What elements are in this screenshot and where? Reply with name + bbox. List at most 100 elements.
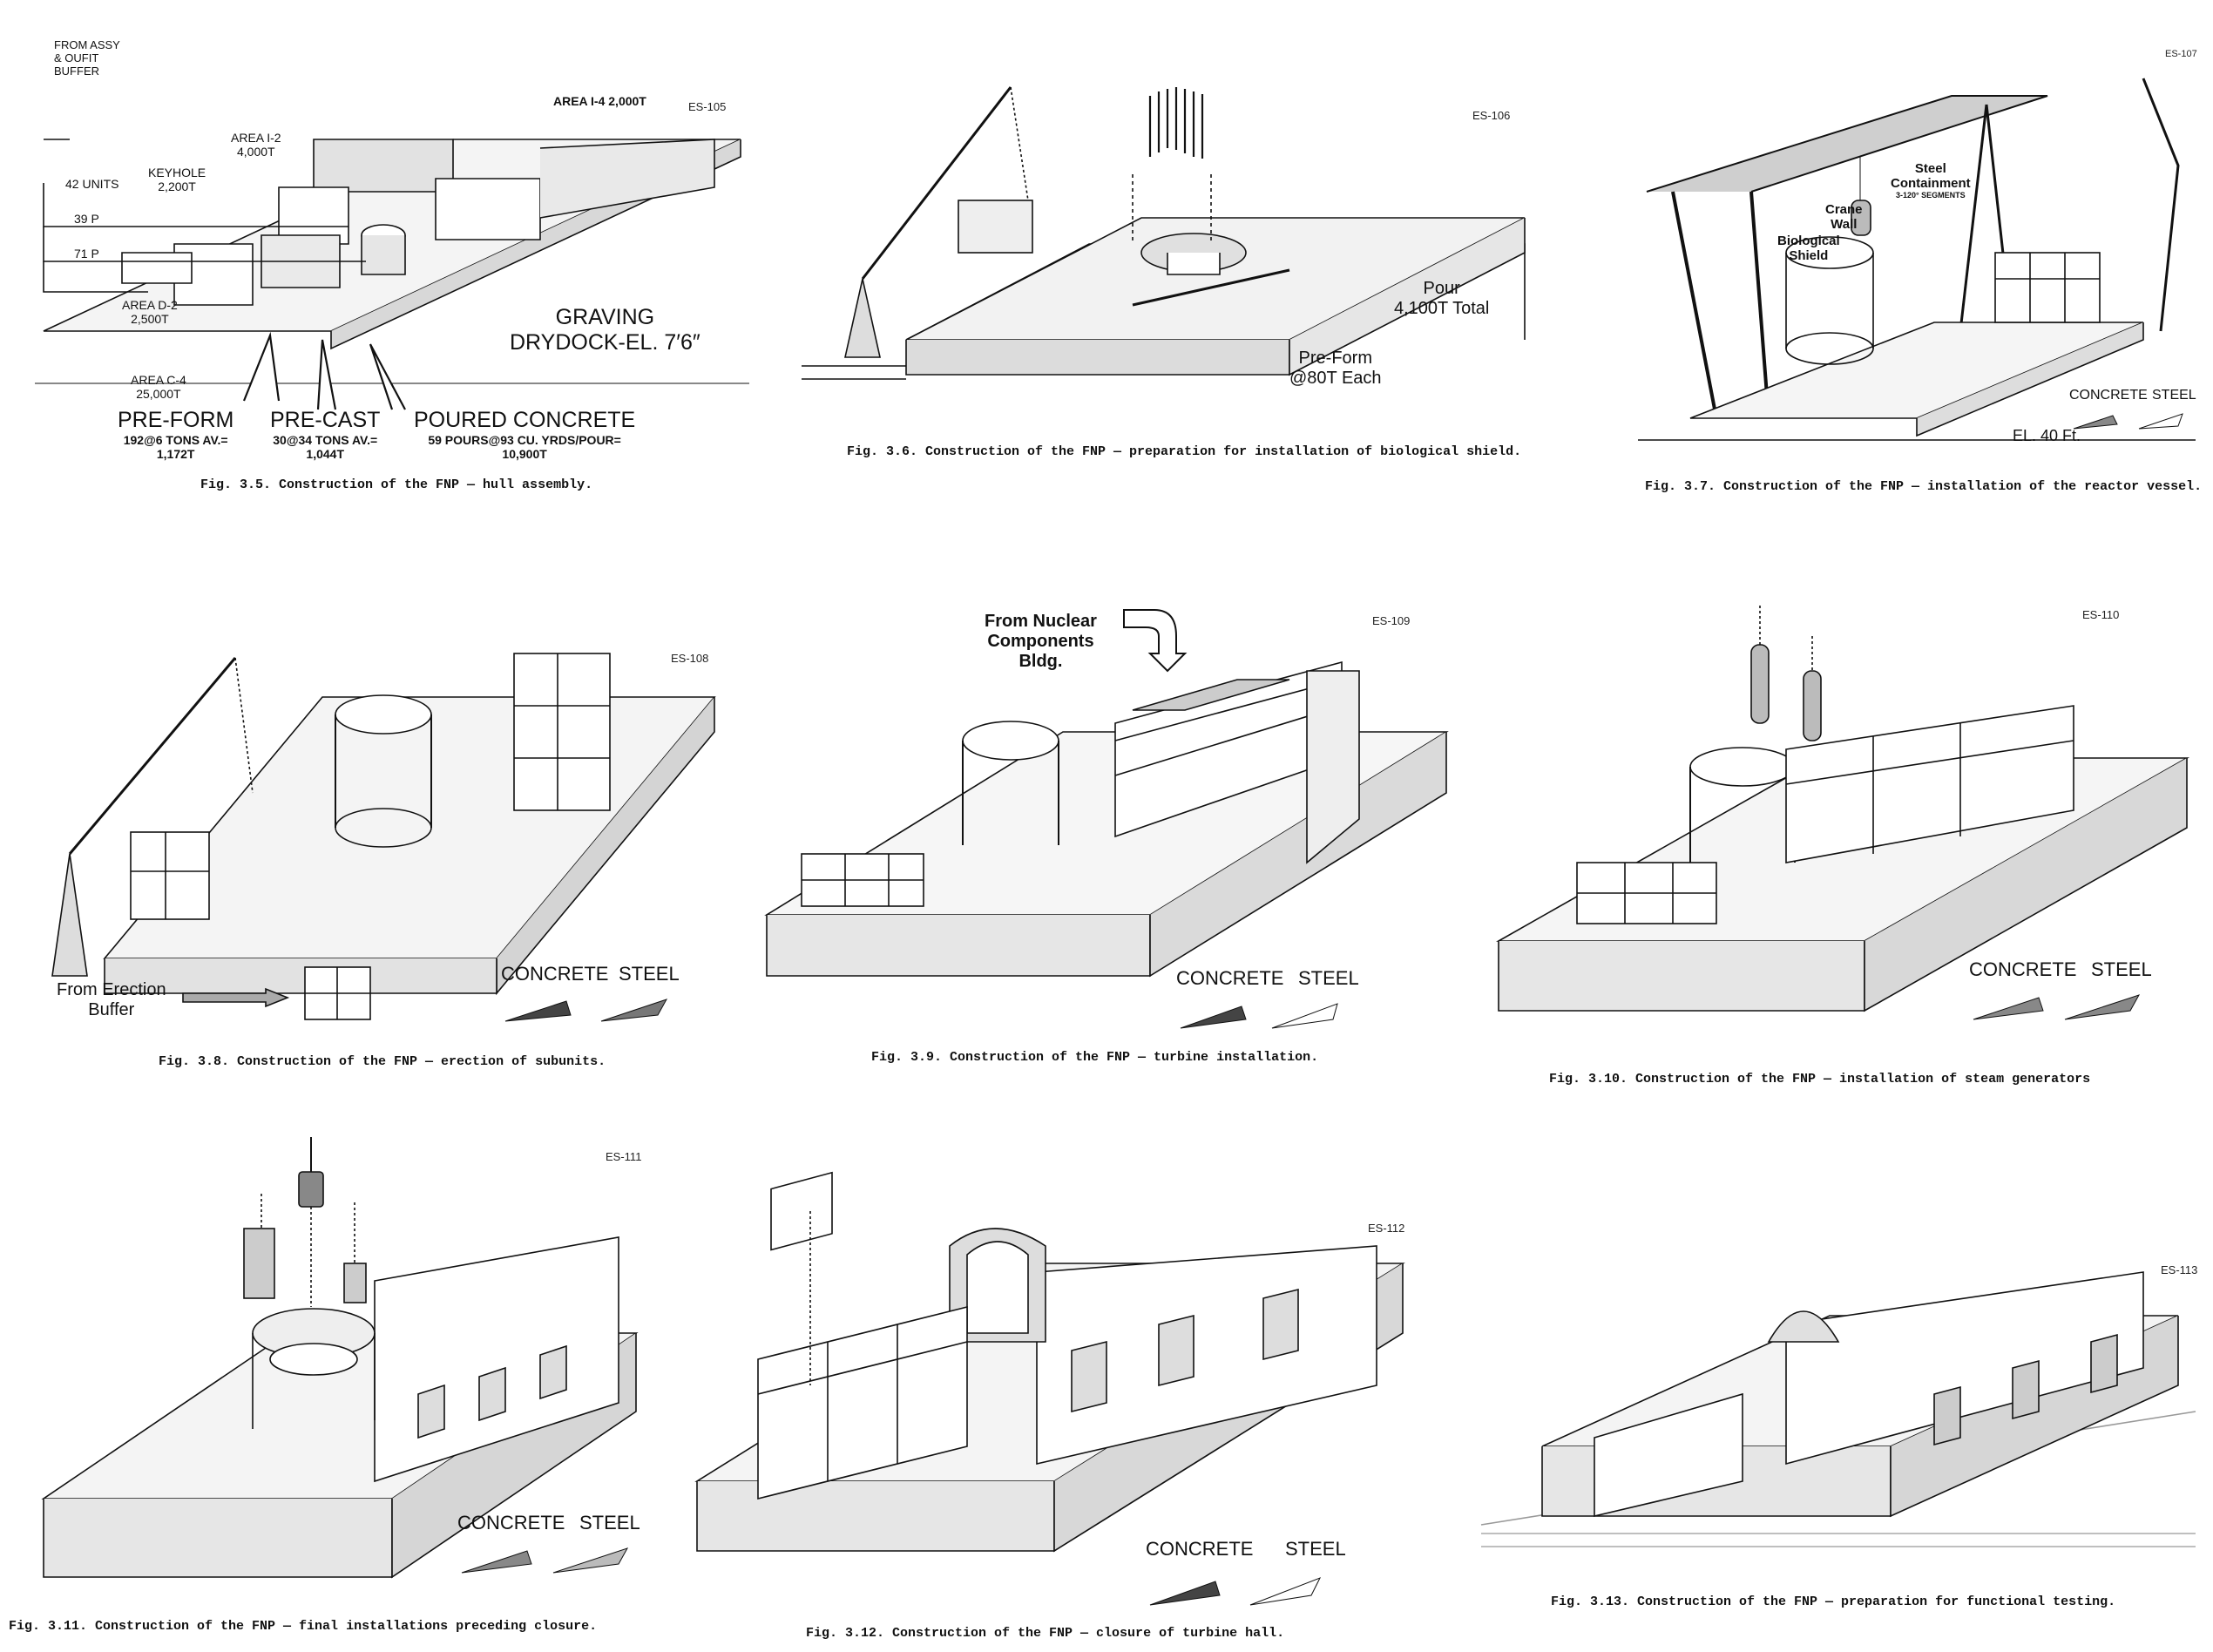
- pour-label: Pour 4,100T Total: [1394, 279, 1489, 319]
- legend-concrete: CONCRETE: [2069, 388, 2148, 403]
- crane-line1: Crane: [1825, 202, 1863, 217]
- legend-arrows: [2073, 413, 2183, 430]
- bio-line2: Shield: [1789, 248, 1829, 263]
- figure-code: ES-112: [1368, 1222, 1405, 1235]
- area-c4-name: AREA C-4: [131, 373, 186, 387]
- figure-3-12: ES-112 CONCRETE STEEL: [688, 1171, 1429, 1621]
- figure-3-5: ES-105 FROM ASSY & OUFIT BUFFER 42 UNITS…: [17, 35, 758, 505]
- poured-sub2: 10,900T: [502, 447, 547, 461]
- graving-line2: DRYDOCK-EL. 7′6″: [510, 330, 700, 355]
- figure-3-5-caption: Fig. 3.5. Construction of the FNP — hull…: [200, 477, 593, 492]
- precast-sub1: 30@34 TONS AV.=: [273, 433, 378, 447]
- turbine-installation-drawing: [764, 609, 1449, 978]
- biological-shield-drawing: [802, 86, 1526, 380]
- preform-sub1: 192@6 TONS AV.=: [123, 433, 228, 447]
- figure-3-11-caption: Fig. 3.11. Construction of the FNP — fin…: [9, 1619, 598, 1634]
- figure-code: ES-113: [2161, 1263, 2198, 1276]
- from-assy-label: FROM ASSY & OUFIT BUFFER: [54, 38, 120, 78]
- figure-3-7: ES-107 Steel Containment 3-120° SEGMENTS…: [1621, 44, 2204, 471]
- erection-line2: Buffer: [88, 1000, 135, 1019]
- biological-shield-label: Biological Shield: [1777, 234, 1840, 263]
- preform-title: PRE-FORM: [118, 408, 234, 432]
- crane-wall-label: Crane Wall: [1825, 202, 1863, 232]
- figure-3-9: ES-109 From Nuclear Components Bldg. CON…: [749, 601, 1464, 1029]
- preform-callout: PRE-FORM 192@6 TONS AV.= 1,172T: [118, 408, 233, 461]
- legend-steel: STEEL: [1298, 967, 1359, 989]
- p71-label: 71 P: [74, 247, 99, 261]
- erection-buffer-label: From Erection Buffer: [57, 980, 166, 1020]
- preform-line2: @80T Each: [1289, 369, 1382, 388]
- hull-assembly-drawing: [35, 139, 749, 410]
- figure-3-9-caption: Fig. 3.9. Construction of the FNP — turb…: [871, 1050, 1319, 1065]
- subunits-erection-drawing: [51, 653, 716, 1020]
- p39-label: 39 P: [74, 212, 99, 226]
- figure-code: ES-111: [606, 1150, 642, 1163]
- legend-arrows: [1973, 994, 2141, 1020]
- area-c4-weight: 25,000T: [136, 387, 181, 401]
- keyhole-weight: 2,200T: [158, 179, 196, 193]
- area-i2-weight: 4,000T: [237, 145, 275, 159]
- precast-sub2: 1,044T: [306, 447, 344, 461]
- figure-3-7-caption: Fig. 3.7. Construction of the FNP — inst…: [1645, 479, 2203, 494]
- erection-line1: From Erection: [57, 980, 166, 999]
- precast-title: PRE-CAST: [270, 408, 381, 432]
- pour-line2: 4,100T Total: [1394, 299, 1490, 318]
- nuclear-line3: Bldg.: [1019, 652, 1063, 671]
- area-d2-weight: 2,500T: [131, 312, 169, 326]
- figure-3-13: ES-113: [1480, 1237, 2204, 1568]
- area-d2-name: AREA D-2: [122, 298, 178, 312]
- steam-generators-drawing: [1495, 606, 2190, 1012]
- precast-callout: PRE-CAST 30@34 TONS AV.= 1,044T: [270, 408, 380, 461]
- legend-steel: STEEL: [579, 1512, 640, 1534]
- legend-concrete: CONCRETE: [501, 963, 609, 985]
- figure-3-10-caption: Fig. 3.10. Construction of the FNP — ins…: [1549, 1072, 2091, 1087]
- figure-code: ES-107: [2165, 49, 2197, 59]
- figure-3-6: ES-106 Pour 4,100T Total Pre-Form @80T E…: [802, 70, 1526, 436]
- figure-code: ES-106: [1472, 109, 1511, 122]
- poured-callout: POURED CONCRETE 59 POURS@93 CU. YRDS/POU…: [414, 408, 635, 461]
- turbine-hall-closure-drawing: [694, 1171, 1405, 1553]
- keyhole-name: KEYHOLE: [148, 166, 206, 179]
- steel-line3: 3-120° SEGMENTS: [1896, 191, 1966, 200]
- legend-concrete: CONCRETE: [1969, 958, 2077, 980]
- legend-steel: STEEL: [619, 963, 680, 985]
- legend-arrows: [1180, 1003, 1338, 1029]
- figure-3-8: ES-108 From Erection Buffer CONCRETE STE…: [17, 645, 732, 1046]
- reactor-vessel-drawing: [1638, 78, 2196, 441]
- nuclear-line1: From Nuclear: [985, 612, 1097, 631]
- legend-concrete: CONCRETE: [457, 1512, 565, 1534]
- legend-steel: STEEL: [1285, 1538, 1346, 1560]
- figure-3-13-caption: Fig. 3.13. Construction of the FNP — pre…: [1551, 1594, 2116, 1609]
- functional-testing-drawing: [1480, 1271, 2196, 1547]
- steel-containment-label: Steel Containment 3-120° SEGMENTS: [1891, 161, 1971, 200]
- figure-code: ES-105: [688, 100, 727, 113]
- steel-line2: Containment: [1891, 176, 1971, 191]
- crane-line2: Wall: [1831, 217, 1858, 232]
- area-i2-label: AREA I-2 4,000T: [231, 131, 281, 159]
- legend-concrete: CONCRETE: [1176, 967, 1284, 989]
- bio-line1: Biological: [1777, 234, 1840, 248]
- graving-line1: GRAVING: [555, 305, 655, 329]
- nuclear-line2: Components: [987, 632, 1094, 651]
- preform-line1: Pre-Form: [1298, 349, 1372, 368]
- poured-title: POURED CONCRETE: [414, 408, 636, 432]
- final-installations-drawing: [41, 1137, 639, 1579]
- elevation-label: EL. 40 Ft.: [2013, 427, 2081, 444]
- legend-arrows: [504, 999, 668, 1022]
- legend-steel: STEEL: [2091, 958, 2152, 980]
- poured-sub1: 59 POURS@93 CU. YRDS/POUR=: [428, 433, 621, 447]
- keyhole-label: KEYHOLE 2,200T: [148, 166, 206, 193]
- area-i2-name: AREA I-2: [231, 131, 281, 145]
- preform-label: Pre-Form @80T Each: [1289, 349, 1382, 389]
- figure-3-11: ES-111 CONCRETE STEEL: [9, 1133, 741, 1603]
- graving-drydock-label: GRAVING DRYDOCK-EL. 7′6″: [510, 305, 700, 355]
- figure-code: ES-110: [2082, 608, 2120, 621]
- figure-3-6-caption: Fig. 3.6. Construction of the FNP — prep…: [847, 444, 1522, 459]
- figure-code: ES-109: [1372, 614, 1411, 627]
- figure-3-8-caption: Fig. 3.8. Construction of the FNP — erec…: [159, 1054, 606, 1069]
- legend-steel: STEEL: [2152, 388, 2196, 403]
- legend-concrete: CONCRETE: [1146, 1538, 1254, 1560]
- legend-arrows: [1149, 1577, 1322, 1606]
- legend-arrows: [461, 1547, 629, 1574]
- units-42-label: 42 UNITS: [65, 177, 119, 191]
